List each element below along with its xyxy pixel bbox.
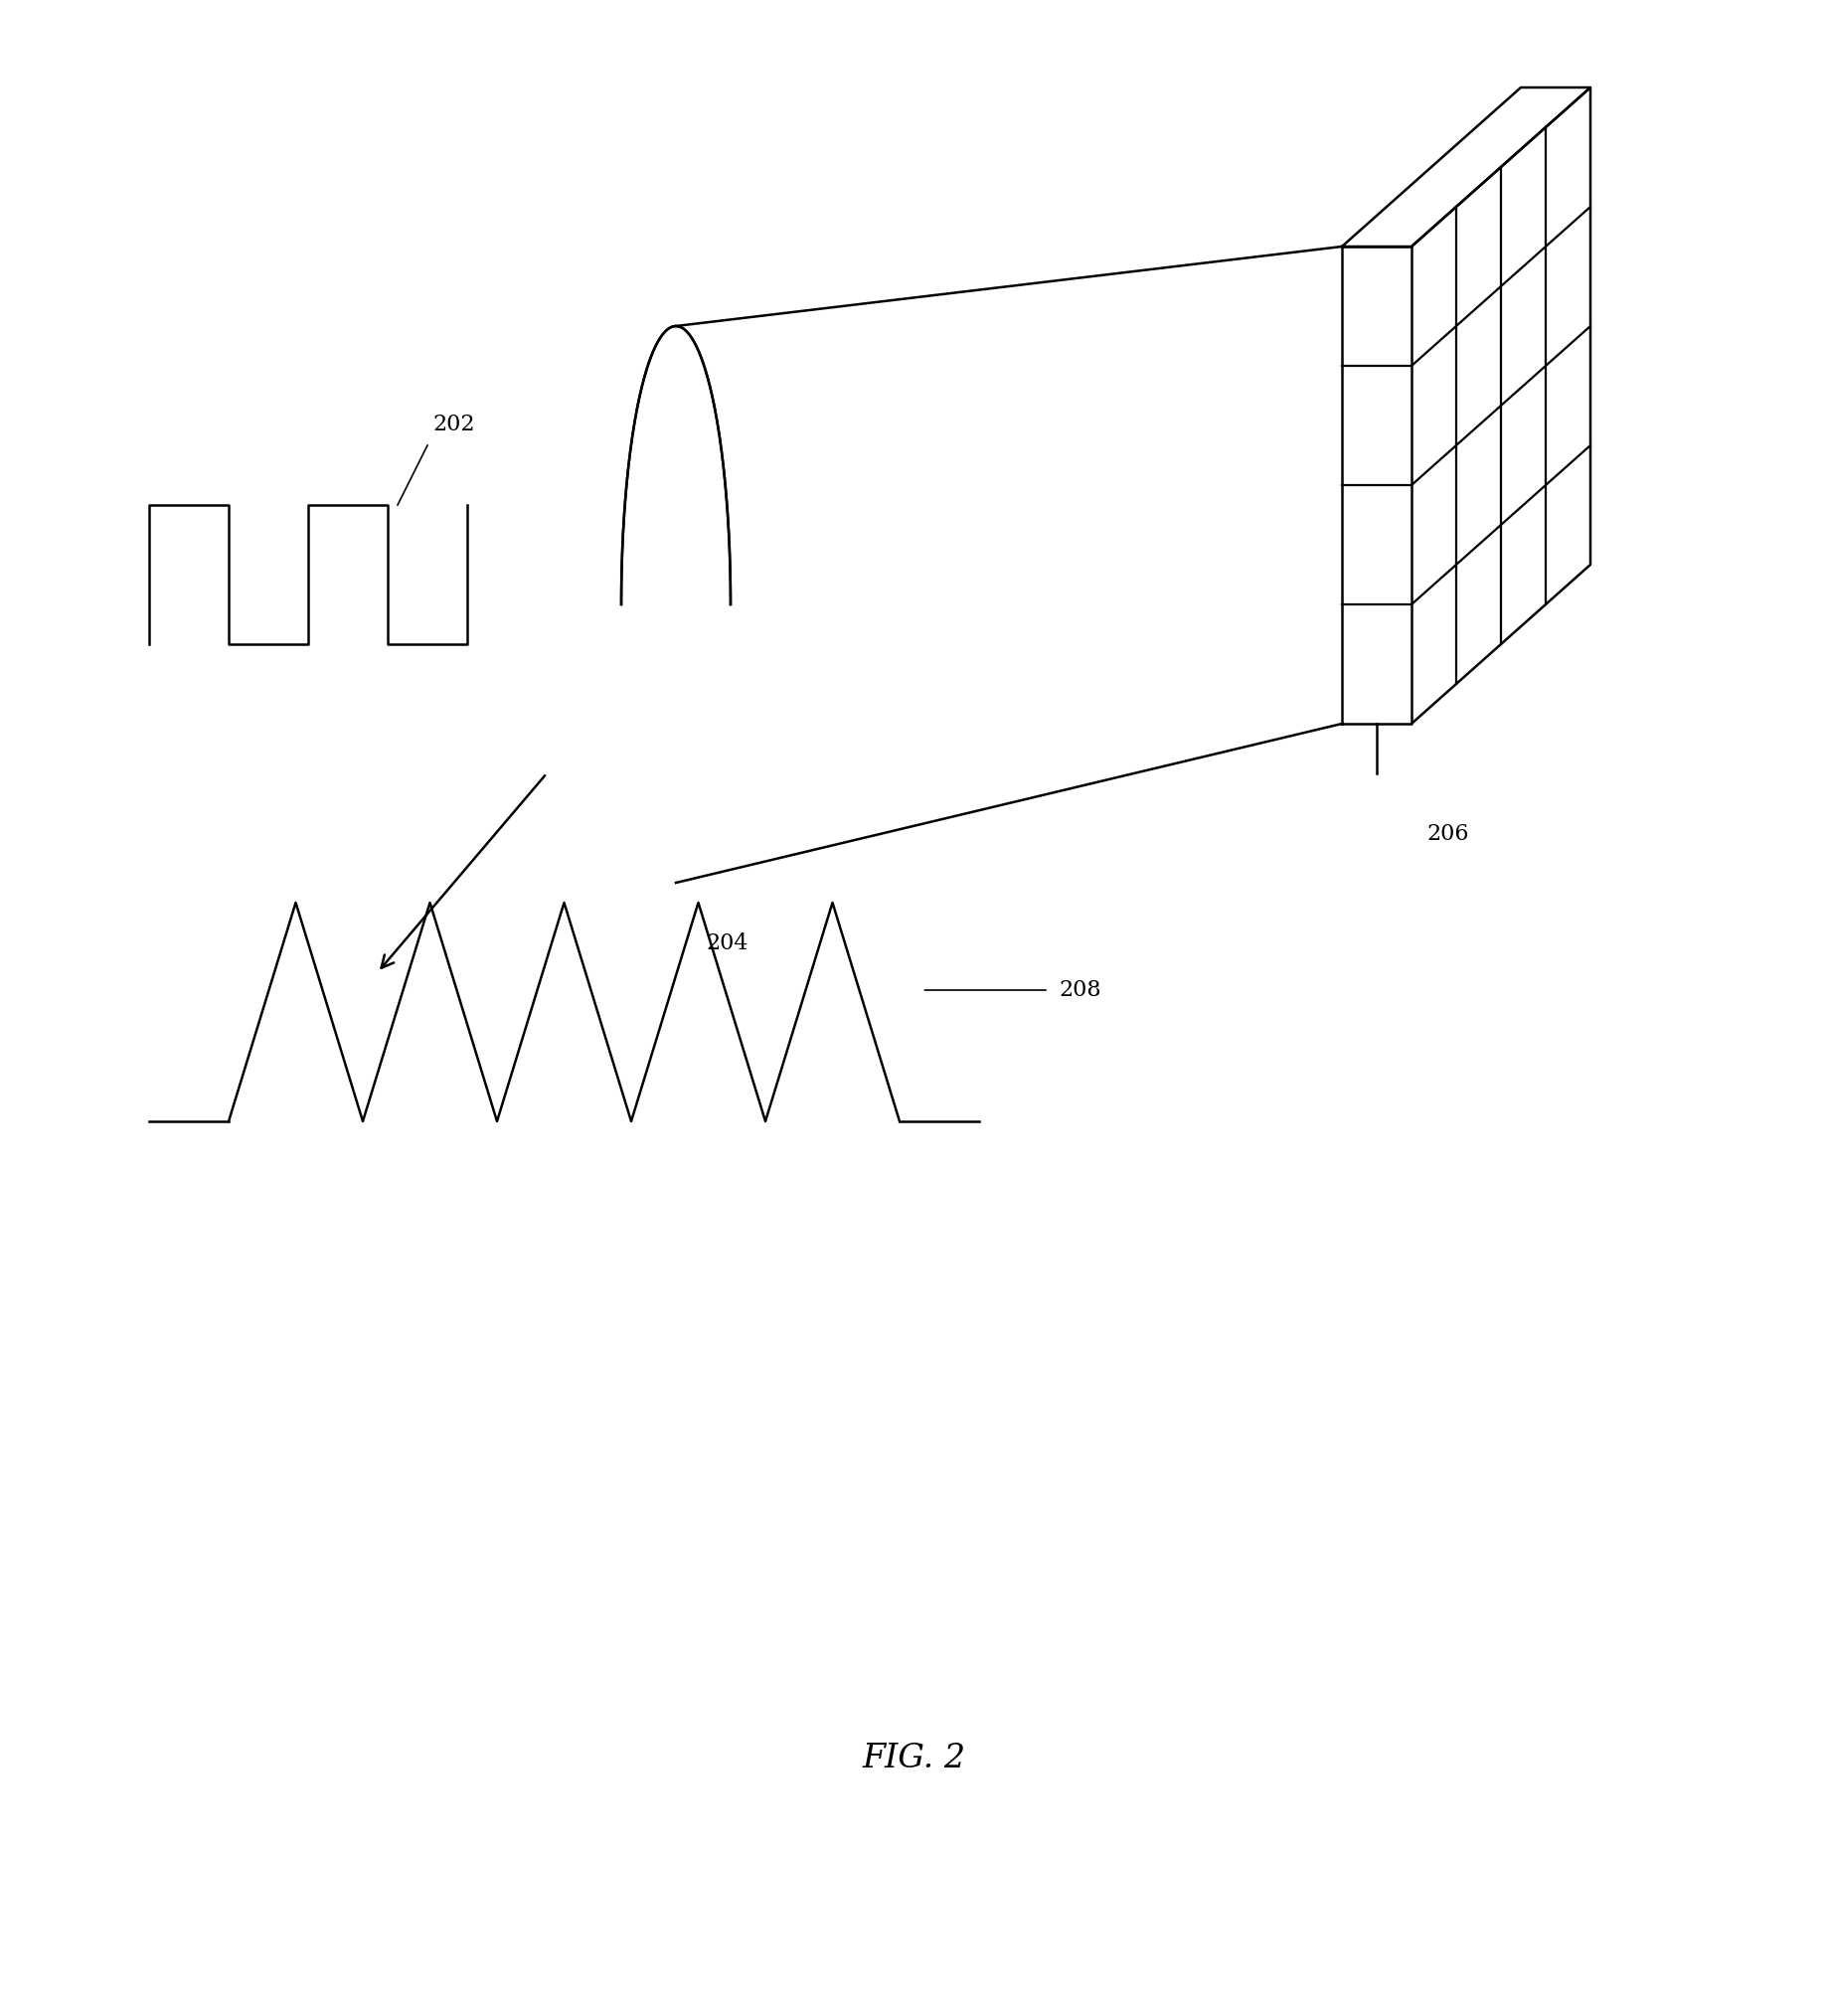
Text: 208: 208 — [1059, 980, 1101, 1002]
Text: FIG. 2: FIG. 2 — [862, 1742, 966, 1774]
Text: 206: 206 — [1426, 823, 1468, 845]
Text: 202: 202 — [433, 413, 475, 435]
Text: 204: 204 — [705, 933, 749, 954]
